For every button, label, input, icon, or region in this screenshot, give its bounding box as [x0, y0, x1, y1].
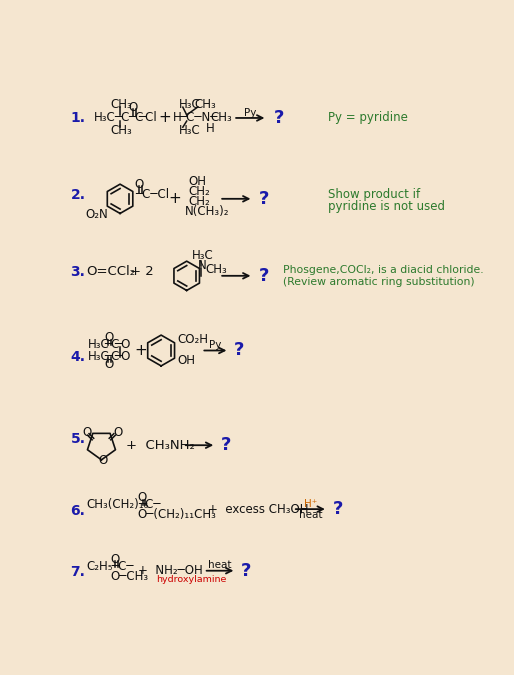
Text: 1.: 1. — [70, 111, 85, 125]
Text: H⁺: H⁺ — [304, 499, 317, 509]
Text: heat: heat — [299, 510, 322, 520]
Text: O: O — [83, 427, 92, 439]
Text: H₃C: H₃C — [179, 124, 200, 137]
Text: H₃C: H₃C — [87, 338, 109, 351]
Text: 7.: 7. — [70, 565, 85, 579]
Text: 5.: 5. — [70, 432, 85, 446]
Text: O: O — [128, 101, 138, 113]
Text: Phosgene,COCl₂, is a diacid chloride.: Phosgene,COCl₂, is a diacid chloride. — [283, 265, 484, 275]
Text: ?: ? — [273, 109, 284, 127]
Text: +  NH₂─OH: + NH₂─OH — [138, 564, 203, 577]
Text: CH₃: CH₃ — [205, 263, 227, 276]
Text: O─(CH₂)₁₁CH₃: O─(CH₂)₁₁CH₃ — [138, 508, 217, 521]
Text: ?: ? — [259, 190, 269, 208]
Text: Py: Py — [209, 340, 222, 350]
Text: ─C─: ─C─ — [115, 111, 137, 124]
Text: ?: ? — [241, 562, 251, 580]
Text: O: O — [98, 454, 107, 467]
Text: O: O — [135, 178, 144, 190]
Text: +: + — [159, 111, 172, 126]
Text: Show product if: Show product if — [328, 188, 420, 201]
Text: O: O — [111, 553, 120, 566]
Text: ?: ? — [333, 500, 343, 518]
Text: CH₃: CH₃ — [194, 98, 216, 111]
Text: +: + — [169, 191, 181, 207]
Text: O=CCl₂: O=CCl₂ — [86, 265, 135, 279]
Text: OH: OH — [177, 354, 195, 367]
Text: + 2: + 2 — [130, 265, 154, 279]
Text: (Review aromatic ring substitution): (Review aromatic ring substitution) — [283, 277, 474, 287]
Text: 6.: 6. — [70, 504, 85, 518]
Text: CH₃: CH₃ — [111, 98, 133, 111]
Text: ?: ? — [259, 267, 269, 285]
Text: CH₃(CH₂)₁₆: CH₃(CH₂)₁₆ — [86, 498, 148, 511]
Text: H₃C: H₃C — [192, 248, 214, 261]
Text: Py: Py — [244, 107, 256, 117]
Text: C₂H₅: C₂H₅ — [86, 560, 113, 572]
Text: ─C─: ─C─ — [138, 498, 160, 511]
Text: ?: ? — [234, 342, 244, 360]
Text: +: + — [134, 343, 147, 358]
Text: ─O: ─O — [115, 350, 131, 363]
Text: heat: heat — [208, 560, 232, 570]
Text: O: O — [138, 491, 147, 504]
Text: OH: OH — [188, 175, 206, 188]
Text: O: O — [114, 427, 123, 439]
Text: O: O — [104, 358, 114, 371]
Text: ─C: ─C — [104, 338, 120, 351]
Text: O₂N: O₂N — [85, 209, 108, 221]
Text: hydroxylamine: hydroxylamine — [156, 576, 226, 585]
Text: H: H — [173, 111, 181, 124]
Text: ─O: ─O — [115, 338, 131, 351]
Text: CO₂H: CO₂H — [177, 333, 208, 346]
Text: ─Cl: ─Cl — [138, 111, 157, 124]
Text: pyridine is not used: pyridine is not used — [328, 200, 445, 213]
Text: N(CH₃)₂: N(CH₃)₂ — [185, 205, 229, 217]
Text: Py = pyridine: Py = pyridine — [328, 111, 408, 124]
Text: ─C─N─: ─C─N─ — [179, 111, 217, 124]
Text: CH₂: CH₂ — [188, 194, 210, 208]
Text: 2.: 2. — [70, 188, 85, 202]
Text: ─C: ─C — [128, 111, 144, 124]
Text: H₃C: H₃C — [179, 98, 200, 111]
Text: H: H — [206, 122, 215, 135]
Text: +  CH₃NH₂: + CH₃NH₂ — [126, 439, 195, 452]
Text: ─C: ─C — [104, 350, 120, 363]
Text: H₃C: H₃C — [94, 111, 116, 124]
Text: CH₃: CH₃ — [111, 124, 133, 137]
Text: CH₂: CH₂ — [188, 184, 210, 198]
Text: ?: ? — [221, 436, 231, 454]
Text: H₃C: H₃C — [87, 350, 109, 363]
Text: ─C─Cl: ─C─Cl — [135, 188, 169, 201]
Text: O─CH₃: O─CH₃ — [111, 570, 149, 583]
Text: 4.: 4. — [70, 350, 85, 364]
Text: N: N — [197, 259, 206, 272]
Text: +  excess CH₃OH: + excess CH₃OH — [208, 503, 308, 516]
Text: CH₃: CH₃ — [210, 111, 232, 124]
Text: ─C─: ─C─ — [111, 560, 133, 572]
Text: O: O — [104, 331, 114, 344]
Text: 3.: 3. — [70, 265, 85, 279]
